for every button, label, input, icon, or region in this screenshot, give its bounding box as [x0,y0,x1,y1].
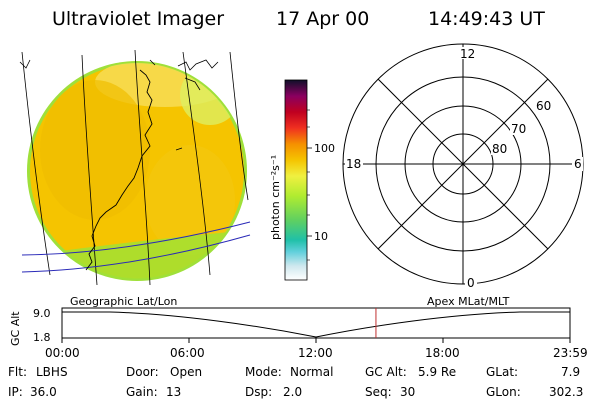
coastline [85,69,153,271]
latitude-lines [21,221,251,273]
mode-value: Normal [290,365,333,379]
lat-label-60: 60 [536,99,551,113]
instrument-title: Ultraviolet Imager [52,8,224,30]
glat-value: 7.9 [561,365,580,379]
glon-label: GLon: [486,385,521,399]
glon-value: 302.3 [549,385,583,399]
date-label: 17 Apr 00 [276,8,369,30]
mlt-label-12: 12 [460,47,475,61]
polar-labels: 12 0 18 6 60 70 80 [345,47,583,290]
gcalt-value: 5.9 Re [418,365,456,379]
disk-shade [40,80,150,220]
colorbar-scale [284,79,308,281]
flt-value: LBHS [36,365,68,379]
apex-label: Apex MLat/MLT [427,295,510,308]
colorbar: 100 10 photon cm⁻²s⁻¹ [269,79,335,281]
dsp-value: 2.0 [283,385,302,399]
disk-shade [145,145,235,255]
lat-label-80: 80 [492,142,507,156]
time-label: 14:49:43 UT [428,8,545,30]
mlt-label-0: 0 [467,276,475,290]
gcalt-label: GC Alt: [365,365,407,379]
seq-label: Seq: [365,385,392,399]
door-label: Door: [126,365,159,379]
x-tick-0600: 06:00 [170,346,205,360]
status-panel: Flt: LBHS Door: Open Mode: Normal GC Alt… [8,365,583,399]
mlt-label-18: 18 [346,157,361,171]
ip-label: IP: [8,385,23,399]
x-tick-2359: 23:59 [553,346,588,360]
geographic-label: Geographic Lat/Lon [70,295,177,308]
mode-label: Mode: [245,365,282,379]
x-tick-0000: 00:00 [45,346,80,360]
colorbar-unit-label: photon cm⁻²s⁻¹ [269,155,282,240]
gain-label: Gain: [126,385,158,399]
flt-label: Flt: [8,365,27,379]
dsp-label: Dsp: [245,385,272,399]
polar-mlt-plot [342,43,584,285]
lat-label-70: 70 [511,122,526,136]
door-value: Open [170,365,202,379]
gain-value: 13 [166,385,181,399]
x-tick-1200: 12:00 [298,346,333,360]
altitude-x-ticks [61,338,571,343]
glat-label: GLat: [486,365,518,379]
seq-value: 30 [400,385,415,399]
colorbar-tick-100: 100 [314,142,335,155]
coastline-islands [175,59,219,151]
x-tick-1800: 18:00 [425,346,460,360]
altitude-y-max: 9.0 [33,307,51,320]
earth-disk-image [19,49,251,286]
colorbar-tick-10: 10 [314,230,328,243]
altitude-chart-frame [61,307,571,339]
altitude-chart: GC Alt 9.0 1.8 00:00 06:00 12:00 18:00 2… [9,307,588,360]
mlt-label-6: 6 [574,157,582,171]
altitude-curve [62,311,570,338]
ip-value: 36.0 [30,385,57,399]
altitude-axis-label: GC Alt [9,311,22,346]
altitude-y-min: 1.8 [33,331,51,344]
coastline-north [19,59,156,69]
